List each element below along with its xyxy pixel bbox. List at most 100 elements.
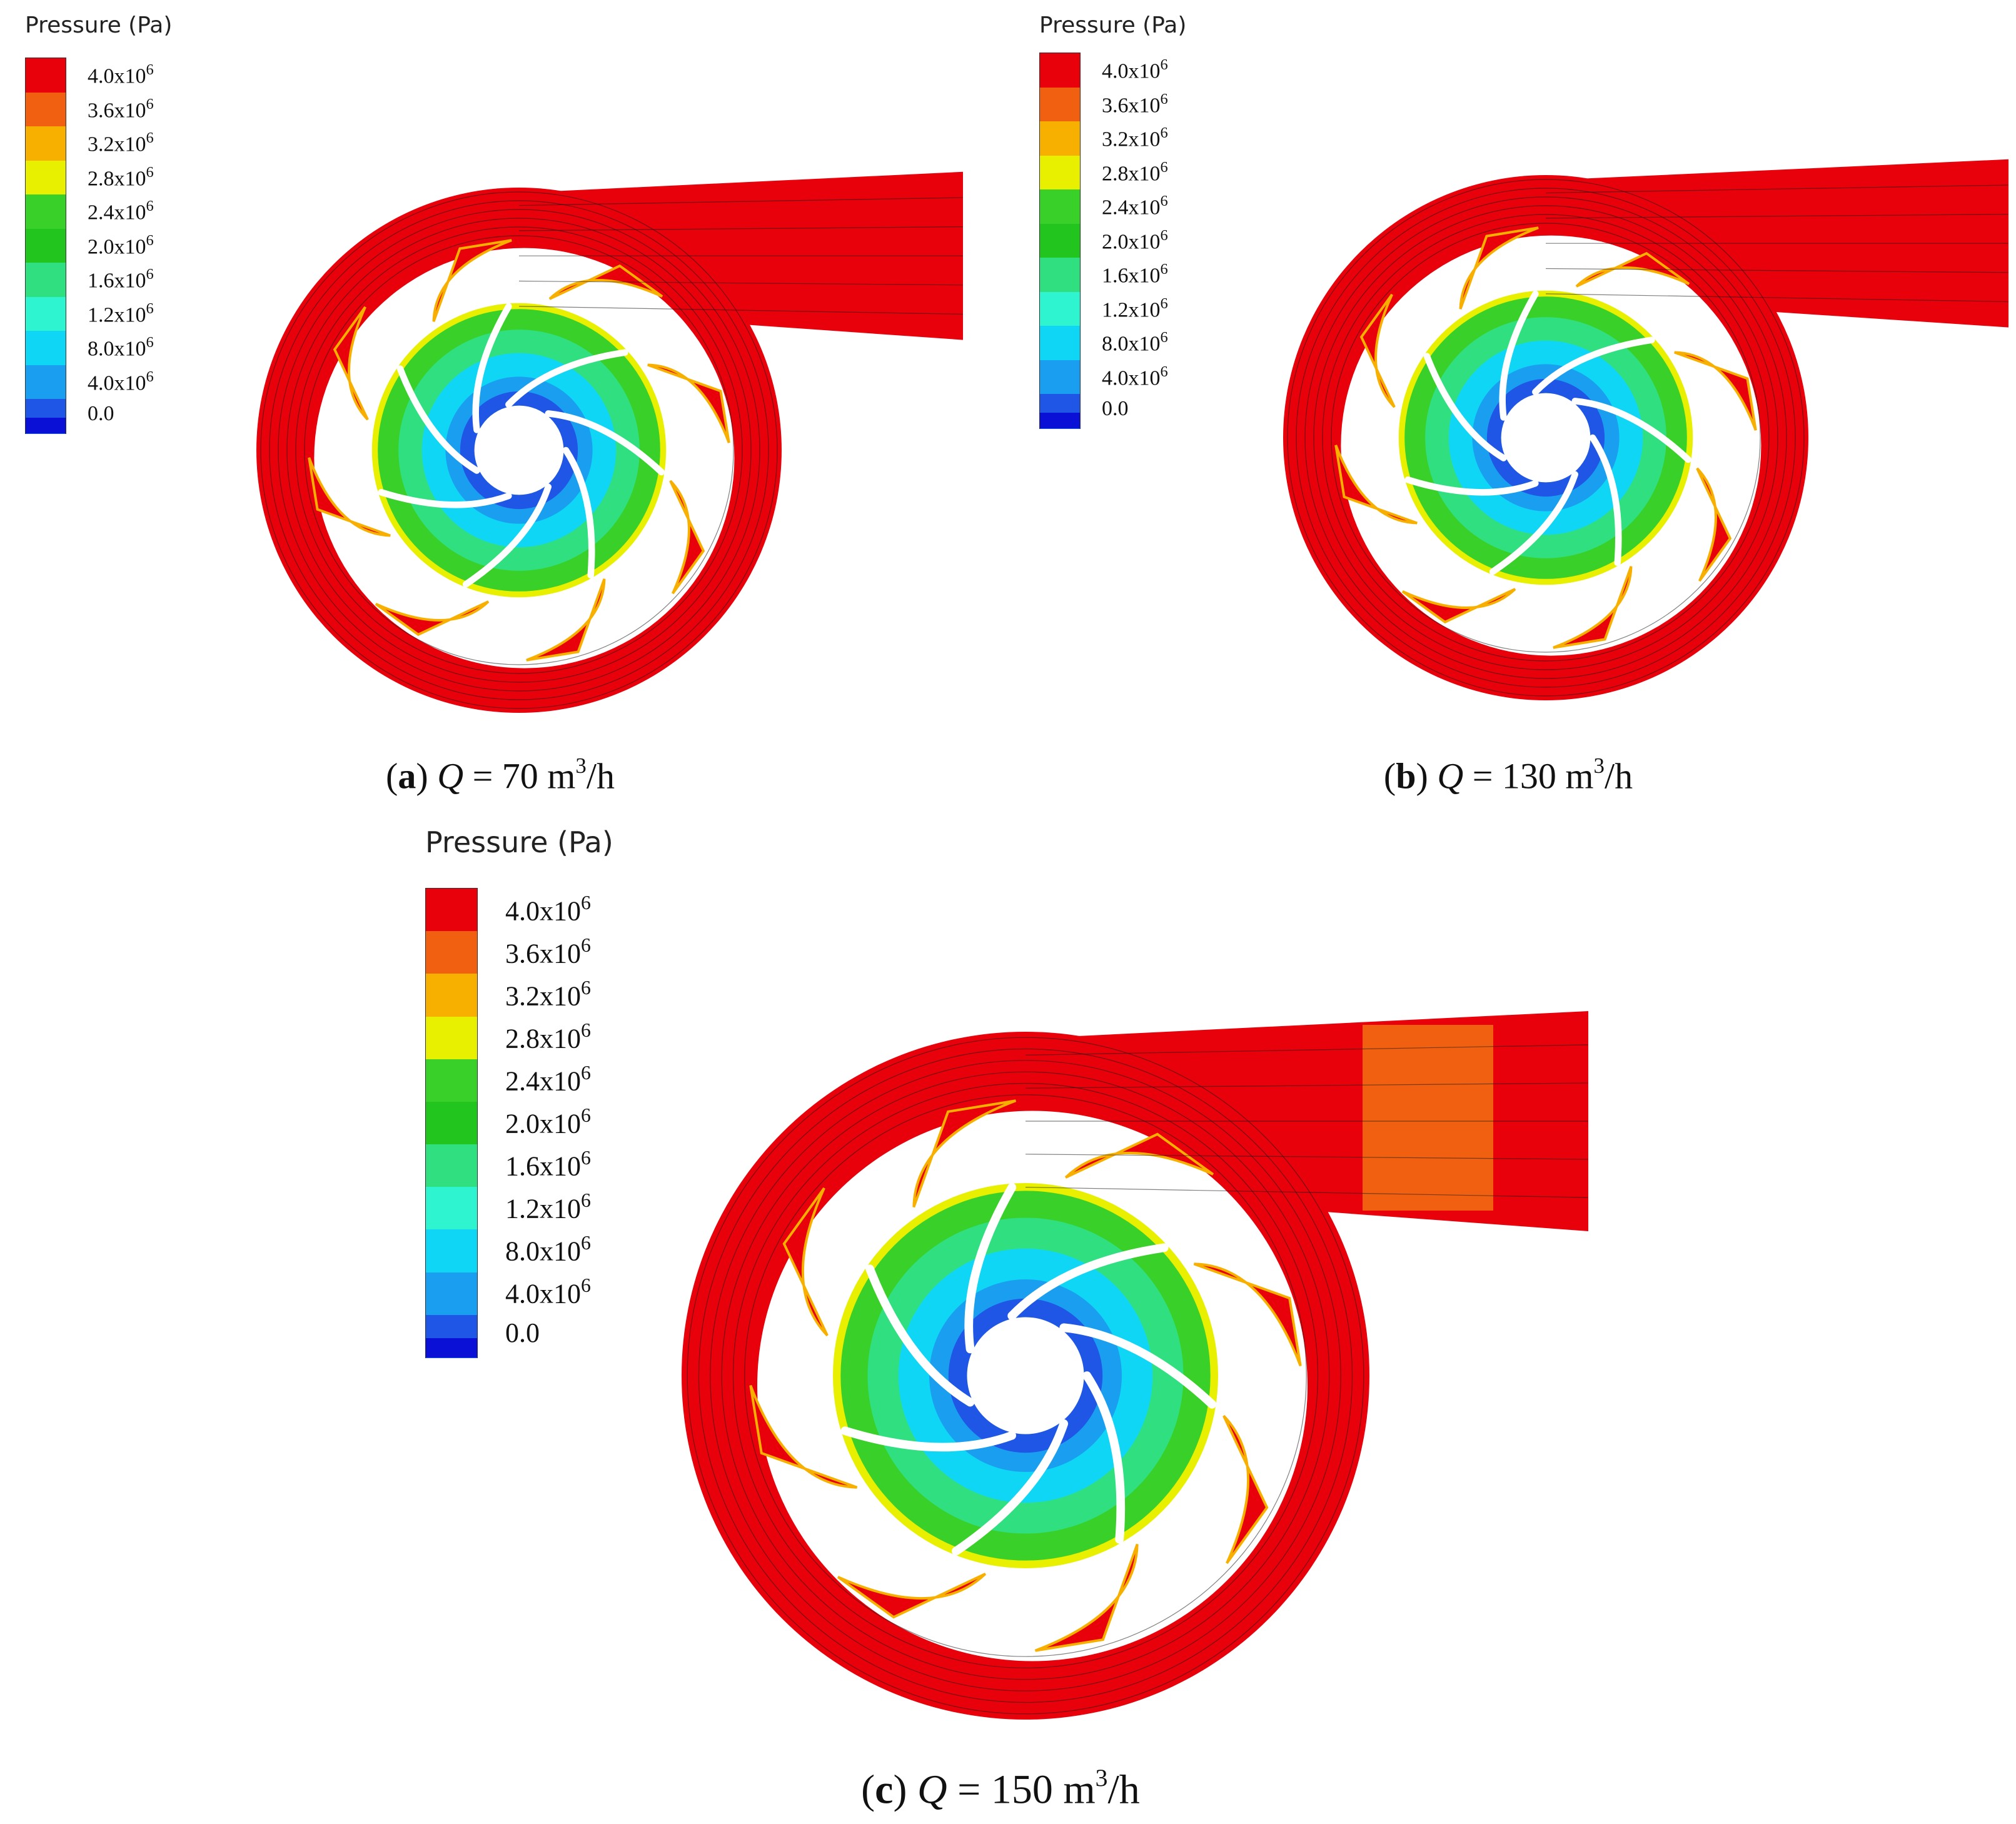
impeller-blade bbox=[545, 410, 665, 476]
diffuser-vane bbox=[1696, 467, 1732, 582]
diffuser-vane bbox=[1459, 226, 1539, 310]
legend-tick-label: 2.4x106 bbox=[88, 198, 154, 224]
legend-swatch bbox=[426, 1229, 477, 1273]
diffuser-vane bbox=[782, 1187, 829, 1337]
legend-swatch bbox=[426, 1272, 477, 1316]
impeller-blade bbox=[472, 303, 512, 433]
diffuser-vane bbox=[749, 1384, 858, 1489]
legend-swatch bbox=[1040, 155, 1080, 191]
diffuser-vane bbox=[1401, 588, 1516, 624]
casing-streamline bbox=[295, 226, 743, 674]
legend-colorbar bbox=[425, 888, 478, 1358]
impeller-blade bbox=[1532, 336, 1655, 396]
legend-swatch bbox=[426, 1187, 477, 1231]
legend-swatch bbox=[426, 1016, 477, 1060]
impeller-blade bbox=[840, 1426, 1017, 1452]
casing-streamline bbox=[687, 1037, 1364, 1715]
legend-swatch bbox=[26, 365, 66, 400]
outlet-streamline bbox=[1545, 293, 2009, 303]
diffuser-vane bbox=[1034, 1543, 1139, 1652]
legend-tick-label: 2.0x106 bbox=[1102, 226, 1168, 253]
legend-swatch bbox=[26, 194, 66, 229]
impeller-blade bbox=[1059, 1323, 1217, 1409]
pump-a bbox=[256, 171, 964, 713]
legend-title: Pressure (Pa) bbox=[1039, 13, 1187, 38]
legend-tick-label: 3.6x106 bbox=[1102, 90, 1168, 117]
impeller-eye bbox=[967, 1317, 1084, 1434]
casing-streamline bbox=[269, 200, 769, 700]
impeller-blade bbox=[1499, 290, 1539, 421]
casing-streamline bbox=[1296, 188, 1796, 688]
legend-tick-label: 3.2x106 bbox=[1102, 124, 1168, 151]
outlet-streamline bbox=[518, 306, 964, 315]
legend-swatch bbox=[26, 58, 66, 93]
outlet-streamline bbox=[518, 226, 964, 231]
casing-streamline bbox=[1313, 205, 1778, 670]
legend-tick-label: 1.6x106 bbox=[88, 266, 154, 293]
impeller-eye bbox=[474, 405, 564, 495]
pump-c bbox=[682, 1011, 1589, 1720]
diffuser-vane bbox=[526, 578, 606, 662]
legend-tick-label: 2.8x106 bbox=[1102, 158, 1168, 185]
pump-b bbox=[1283, 159, 2009, 700]
outlet-pressure-band bbox=[1363, 1025, 1493, 1211]
legend-tick-label: 4.0x106 bbox=[88, 61, 154, 88]
legend-swatch bbox=[1040, 121, 1080, 156]
panel-a: Pressure (Pa) 4.0x106 3.6x106 3.2x106 2.8x1… bbox=[0, 0, 1000, 807]
casing-streamline bbox=[710, 1060, 1341, 1691]
diffuser-vane bbox=[1359, 293, 1396, 408]
legend-swatch bbox=[1040, 326, 1080, 361]
casing-streamline bbox=[286, 218, 752, 683]
casing-streamline bbox=[1322, 214, 1770, 662]
legend-swatch-bottom bbox=[426, 1338, 477, 1358]
impeller-blade bbox=[1404, 476, 1539, 496]
legend-tick-label: 2.0x106 bbox=[505, 1104, 591, 1139]
impeller-blade bbox=[396, 365, 480, 474]
legend-swatch bbox=[26, 126, 66, 161]
legend-swatch bbox=[1040, 258, 1080, 293]
casing-streamline bbox=[260, 191, 778, 709]
legend-swatch bbox=[1040, 360, 1080, 395]
impeller-blade bbox=[1082, 1371, 1126, 1544]
legend-swatch bbox=[1040, 291, 1080, 327]
legend-swatch bbox=[1040, 223, 1080, 259]
diffuser-vane bbox=[1553, 566, 1633, 649]
impeller-blade bbox=[952, 1419, 1069, 1556]
outlet-streamline bbox=[1025, 1044, 1589, 1056]
legend-tick-label: 1.6x106 bbox=[1102, 261, 1168, 288]
legend-swatch bbox=[26, 331, 66, 366]
diffuser-vane bbox=[1193, 1262, 1302, 1367]
impeller-blade bbox=[1007, 1243, 1169, 1321]
legend-swatch bbox=[426, 1144, 477, 1188]
outlet-streamline bbox=[1025, 1187, 1589, 1198]
legend-tick-label: 2.4x106 bbox=[505, 1062, 591, 1097]
legend-tick-label: 1.2x106 bbox=[88, 300, 154, 326]
impeller-blade bbox=[505, 349, 628, 408]
diffuser-vane bbox=[1222, 1414, 1269, 1565]
casing-streamline bbox=[744, 1094, 1307, 1657]
legend-tick-label: 3.6x106 bbox=[88, 95, 154, 122]
legend-colorbar bbox=[25, 58, 66, 434]
impeller-blade bbox=[1589, 434, 1622, 567]
legend-tick-label: 2.4x106 bbox=[1102, 193, 1168, 219]
outlet-streamline bbox=[1545, 268, 2009, 273]
legend-swatch bbox=[426, 889, 477, 932]
casing-streamline bbox=[721, 1071, 1330, 1680]
legend-tick-label: 1.6x106 bbox=[505, 1147, 591, 1182]
impeller-eye bbox=[1501, 393, 1591, 483]
diffuser-vane bbox=[308, 457, 391, 537]
diffuser-vane bbox=[1334, 445, 1418, 525]
legend-swatch bbox=[1040, 87, 1080, 123]
impeller-blade bbox=[1571, 398, 1692, 463]
legend-swatch bbox=[26, 160, 66, 196]
legend-swatch bbox=[426, 931, 477, 975]
legend-tick-label: 4.0x106 bbox=[1102, 363, 1168, 390]
outlet-streamline bbox=[1025, 1154, 1589, 1160]
outlet-streamline bbox=[1545, 184, 2009, 194]
legend-tick-label: 2.8x106 bbox=[88, 163, 154, 190]
legend-swatch-bottom bbox=[26, 418, 66, 433]
casing-streamline bbox=[278, 209, 760, 692]
legend-swatch bbox=[26, 92, 66, 128]
legend-tick-label: 3.6x106 bbox=[505, 934, 591, 969]
outlet-streamline bbox=[518, 280, 964, 286]
